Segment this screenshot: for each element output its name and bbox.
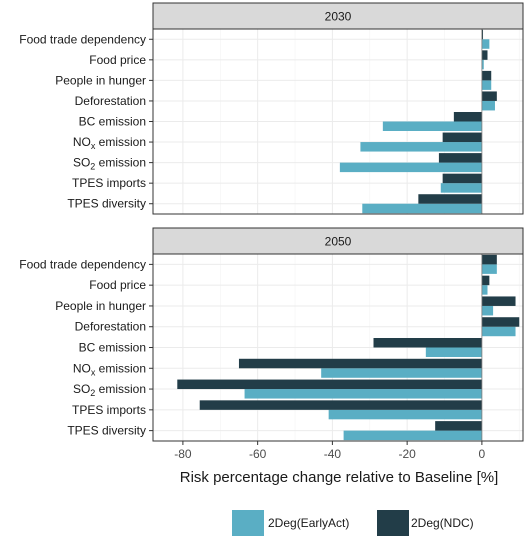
panels-layer: 2030 Food trade dependency Food price Peopl…: [19, 2, 524, 442]
category-label: Deforestation: [75, 320, 146, 334]
x-axis: -80 -60 -40 -20 0: [174, 441, 486, 461]
panel-2030: 2030 Food trade dependency Food price Peopl…: [19, 2, 524, 215]
legend-item-ndc: 2Deg(NDC): [377, 510, 474, 536]
bar-earlyact: [244, 389, 482, 399]
bar-earlyact: [339, 162, 482, 173]
category-label: TPES imports: [72, 176, 146, 190]
category-label: Food price: [89, 278, 146, 292]
category-label: TPES diversity: [67, 424, 146, 438]
x-axis-title: Risk percentage change relative to Basel…: [180, 469, 499, 486]
bar-earlyact: [481, 39, 490, 49]
bar-ndc: [238, 358, 482, 369]
panel-strip-label: 2050: [325, 235, 352, 249]
bar-earlyact: [481, 326, 516, 337]
bar-earlyact: [481, 59, 484, 70]
legend-swatch: [377, 510, 409, 536]
category-label: People in hunger: [55, 299, 146, 313]
panel-strip-label: 2030: [325, 10, 352, 24]
category-label: SO2 emission: [73, 156, 146, 172]
bar-earlyact: [481, 285, 488, 295]
bar-earlyact: [328, 409, 482, 420]
panel-strip: [152, 2, 524, 30]
bar-ndc: [418, 194, 482, 204]
bar-earlyact: [481, 264, 497, 274]
category-label: NOx emission: [73, 361, 146, 377]
bar-earlyact: [343, 430, 482, 441]
category-label: People in hunger: [55, 73, 146, 87]
x-tick-label: -80: [174, 447, 192, 461]
category-label: Food trade dependency: [19, 32, 146, 46]
bar-ndc: [438, 153, 482, 163]
legend: 2Deg(EarlyAct) 2Deg(NDC): [232, 510, 474, 536]
bar-ndc: [481, 70, 492, 81]
legend-label: 2Deg(NDC): [411, 516, 474, 530]
bar-ndc: [453, 112, 482, 122]
x-tick-label: 0: [479, 447, 486, 461]
category-label: SO2 emission: [73, 382, 146, 398]
bar-ndc: [373, 338, 482, 348]
bar-ndc: [481, 91, 497, 101]
bar-earlyact: [481, 305, 494, 316]
bar-ndc: [481, 29, 484, 40]
category-label: Food trade dependency: [19, 257, 146, 271]
legend-swatch: [232, 510, 264, 536]
bar-earlyact: [321, 368, 482, 378]
bar-earlyact: [362, 203, 482, 214]
bar-ndc: [435, 421, 482, 431]
legend-item-earlyact: 2Deg(EarlyAct): [232, 510, 349, 536]
bar-earlyact: [360, 142, 482, 152]
category-label: NOx emission: [73, 135, 146, 151]
bar-ndc: [442, 173, 482, 184]
panel-strip: [152, 227, 524, 255]
bar-ndc: [442, 132, 482, 143]
bar-ndc: [481, 254, 497, 265]
legend-label: 2Deg(EarlyAct): [268, 516, 349, 530]
category-label: TPES imports: [72, 403, 146, 417]
x-tick-label: -40: [324, 447, 342, 461]
bar-ndc: [481, 275, 490, 286]
bar-earlyact: [425, 347, 482, 357]
x-tick-label: -60: [249, 447, 267, 461]
bar-ndc: [481, 50, 488, 60]
category-label: BC emission: [79, 341, 146, 355]
category-label: Food price: [89, 53, 146, 67]
category-label: Deforestation: [75, 94, 146, 108]
panel-2050: 2050 Food trade dependency Food price Peopl…: [19, 227, 524, 442]
category-label: TPES diversity: [67, 197, 146, 211]
bar-ndc: [481, 296, 516, 306]
bar-earlyact: [481, 100, 495, 111]
bar-ndc: [177, 379, 482, 390]
category-label: BC emission: [79, 115, 146, 129]
bar-earlyact: [481, 80, 492, 90]
bar-ndc: [199, 400, 482, 410]
bar-earlyact: [382, 121, 482, 131]
bar-earlyact: [440, 183, 482, 193]
x-tick-label: -20: [398, 447, 416, 461]
bar-ndc: [481, 317, 520, 327]
